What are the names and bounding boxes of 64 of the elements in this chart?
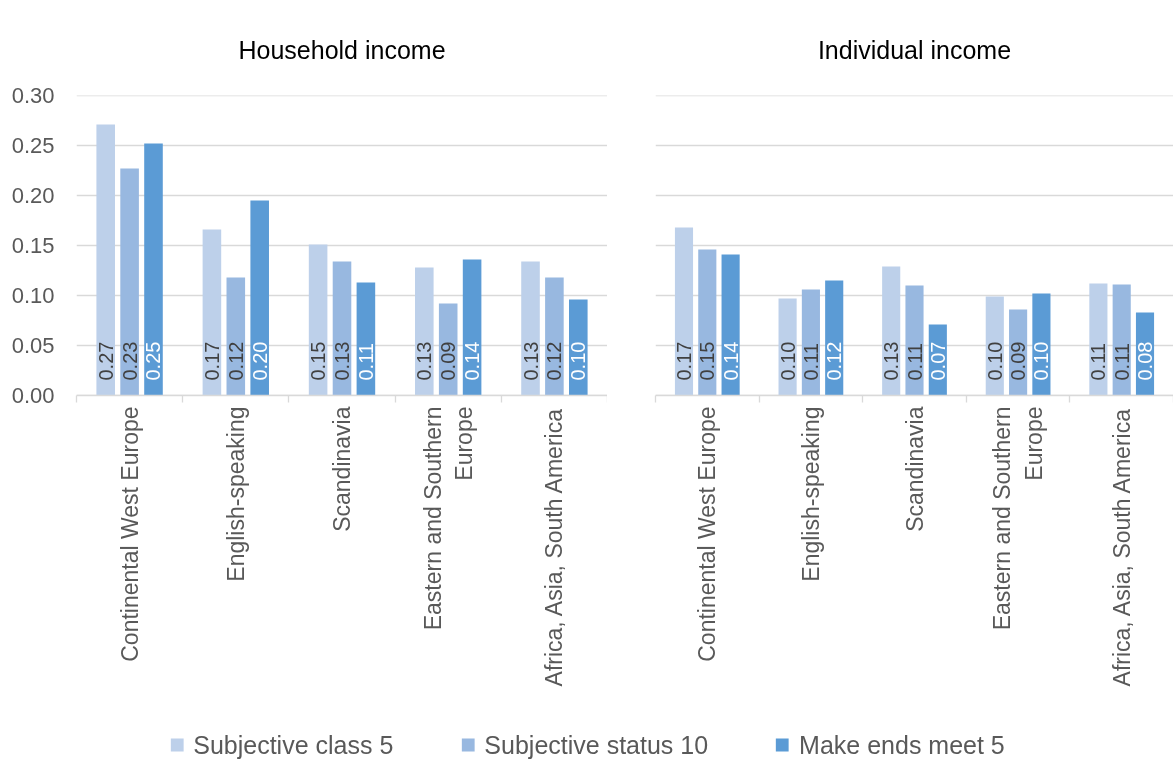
y-tick-label: 0.00 — [11, 383, 55, 408]
chart-title: Individual income — [817, 35, 1012, 64]
y-tick-label: 0.20 — [11, 183, 55, 208]
data-label: 0.10 — [567, 341, 590, 381]
data-label: 0.17 — [200, 341, 223, 381]
data-label: 0.13 — [331, 341, 353, 381]
data-label: 0.27 — [94, 341, 117, 381]
data-label: 0.11 — [1110, 343, 1133, 381]
data-label: 0.12 — [543, 341, 566, 381]
bar — [144, 143, 163, 396]
data-label: 0.13 — [880, 341, 903, 381]
y-tick-label: 0.30 — [11, 83, 55, 108]
chart-title: Household income — [238, 35, 446, 64]
data-label: 0.17 — [672, 341, 695, 381]
bar — [96, 124, 115, 396]
data-label: 0.13 — [519, 341, 542, 381]
bar — [545, 277, 564, 396]
x-tick-label: Eastern and Southern Europe — [419, 406, 477, 631]
x-tick-label: Scandinavia — [901, 406, 928, 532]
y-tick-label: 0.10 — [11, 283, 55, 308]
data-label: 0.14 — [461, 341, 484, 381]
data-label: 0.10 — [1030, 341, 1053, 381]
data-label: 0.11 — [903, 343, 926, 381]
y-tick-label: 0.25 — [11, 133, 55, 158]
bar — [202, 229, 222, 396]
bar — [415, 267, 434, 396]
data-label: 0.11 — [354, 343, 377, 381]
data-label: 0.08 — [1134, 341, 1157, 381]
data-label: 0.11 — [799, 343, 822, 381]
data-label: 0.12 — [823, 341, 846, 381]
x-tick-label: Scandinavia — [329, 406, 355, 532]
x-tick-label: Continental West Europe — [694, 406, 721, 662]
data-label: 0.15 — [307, 341, 330, 381]
data-label: 0.25 — [142, 341, 165, 381]
data-label: 0.10 — [776, 341, 799, 381]
legend-label: Make ends meet 5 — [799, 730, 1005, 759]
bar — [521, 261, 540, 396]
data-label: 0.14 — [719, 341, 742, 381]
data-label: 0.09 — [1007, 341, 1030, 381]
data-label: 0.09 — [437, 341, 460, 381]
x-tick-label: Eastern and Southern Europe — [989, 406, 1047, 631]
bar — [721, 254, 740, 396]
y-tick-label: 0.05 — [11, 333, 55, 358]
x-tick-label: Africa, Asia, South America — [1108, 408, 1135, 687]
x-tick-label: Continental West Europe — [116, 406, 143, 662]
x-tick-label: English-speaking — [222, 406, 249, 582]
bar — [674, 227, 694, 396]
data-label: 0.13 — [413, 341, 436, 381]
legend-label: Subjective status 10 — [484, 730, 709, 759]
bar — [698, 249, 717, 396]
bar — [120, 168, 139, 396]
bar — [905, 285, 924, 396]
data-label: 0.10 — [983, 341, 1006, 381]
data-label: 0.20 — [248, 341, 271, 381]
legend-label: Subjective class 5 — [193, 730, 394, 759]
bar — [250, 200, 269, 396]
data-label: 0.07 — [926, 341, 949, 381]
data-label: 0.11 — [1087, 343, 1110, 381]
data-label: 0.15 — [696, 341, 719, 381]
y-tick-label: 0.15 — [11, 233, 55, 258]
data-label: 0.12 — [224, 341, 247, 381]
x-tick-label: Africa, Asia, South America — [541, 408, 568, 687]
x-tick-label: English-speaking — [797, 406, 824, 582]
data-label: 0.23 — [118, 341, 141, 381]
